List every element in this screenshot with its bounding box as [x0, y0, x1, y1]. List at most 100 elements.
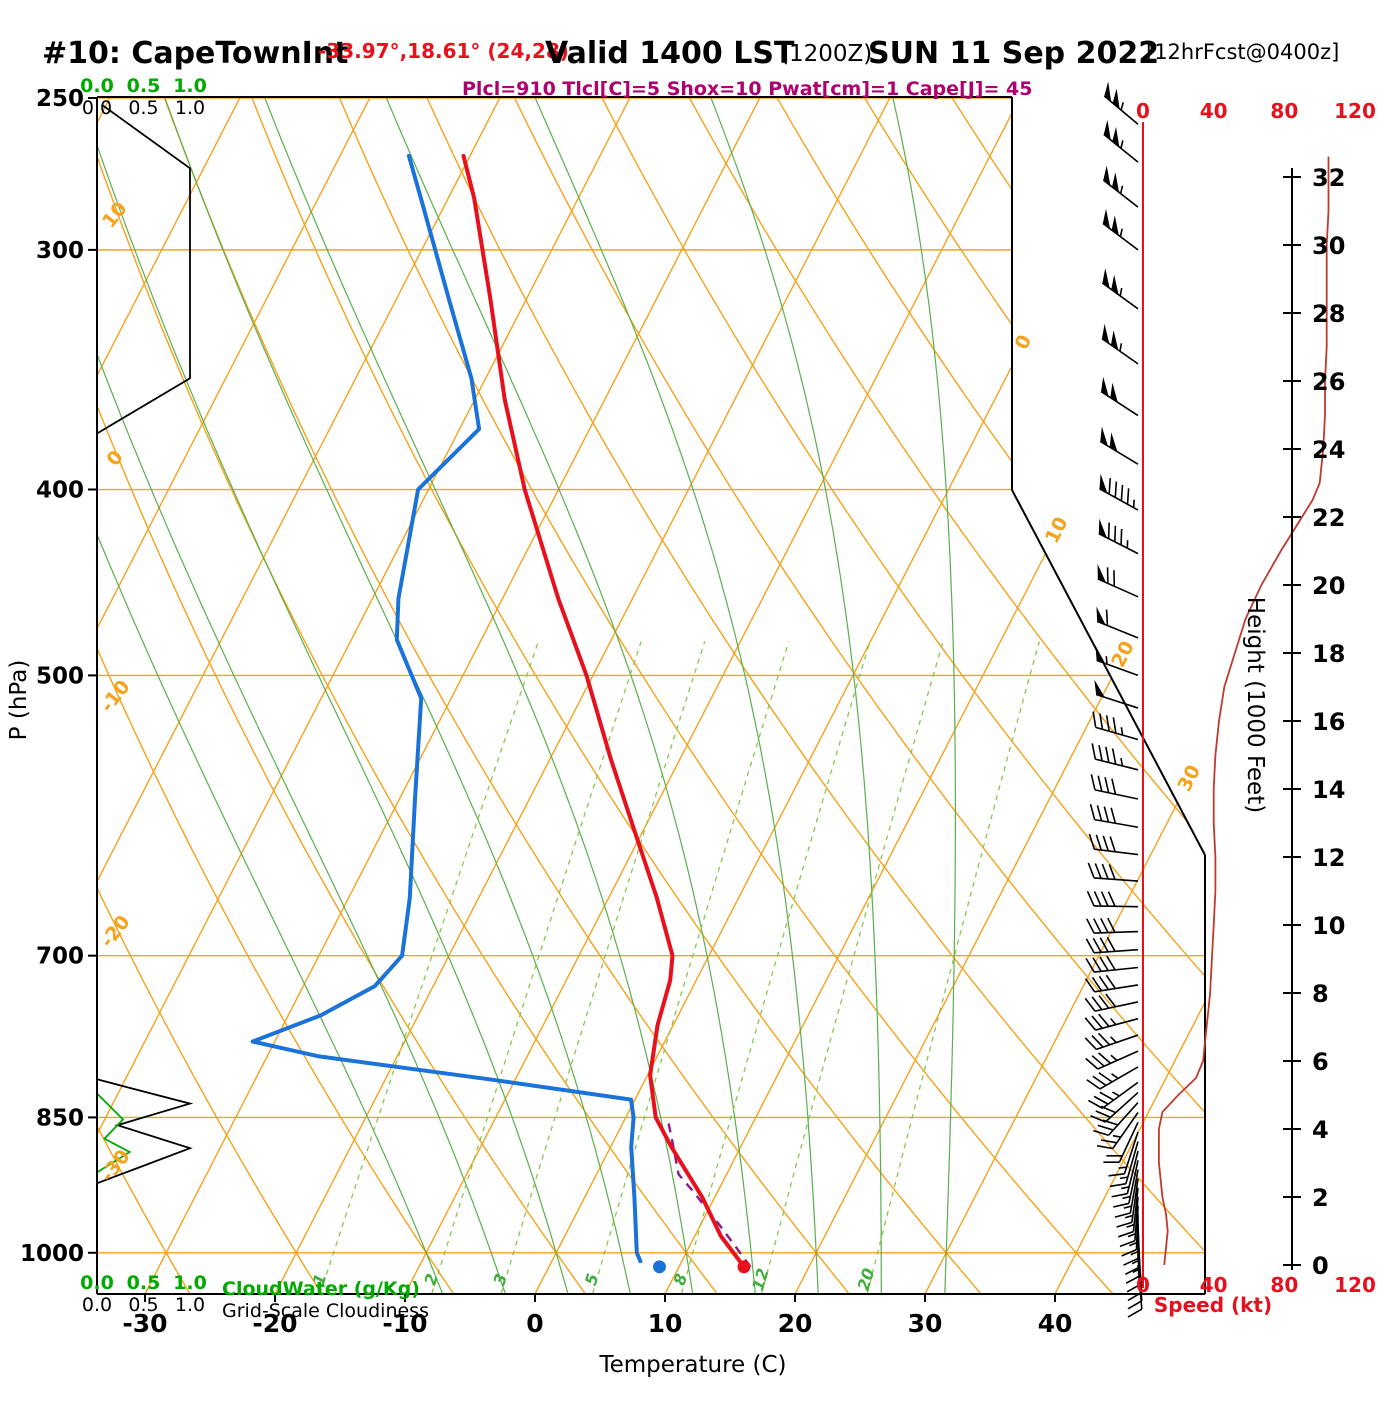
- wind-barb-half: [1120, 343, 1121, 351]
- wind-barb-staff: [1103, 223, 1138, 249]
- cloud-scale-tick-label: 1.0: [175, 1294, 205, 1316]
- surface-temperature-dot: [737, 1260, 750, 1273]
- wind-barb-full: [1093, 938, 1101, 952]
- mixing-ratio-label: 8: [670, 1271, 691, 1287]
- height-tick-label: 6: [1312, 1048, 1329, 1076]
- wind-barb-half: [1125, 1215, 1133, 1217]
- mixing-ratio-label: 5: [581, 1271, 602, 1287]
- orange-grid-layer: [0, 97, 1400, 1294]
- temperature-tick-label: -30: [122, 1309, 167, 1338]
- dry-adiabat-line: [602, 98, 1400, 1293]
- wind-barb-full: [1099, 1014, 1109, 1026]
- speed-tick-label: 120: [1334, 99, 1376, 123]
- wind-barb-half: [1121, 1187, 1129, 1189]
- valid-time: Valid 1400 LST: [545, 36, 795, 71]
- wind-barb-pennant: [1111, 275, 1118, 295]
- stability-indices: Plcl=910 Tlcl[C]=5 Shox=10 Pwat[cm]=1 Ca…: [462, 78, 1032, 100]
- wind-barb-half: [1123, 1197, 1131, 1199]
- wind-barb-full: [1089, 834, 1094, 849]
- wind-barb-full: [1113, 717, 1116, 733]
- wind-barb-half: [1111, 1037, 1117, 1043]
- temperature-tick-label: 0: [526, 1309, 543, 1338]
- wind-barb-full: [1115, 526, 1116, 542]
- wind-barb-full: [1107, 956, 1115, 970]
- pressure-tick-label: 700: [36, 944, 84, 970]
- height-tick-label: 22: [1312, 504, 1345, 532]
- wind-barb-full: [1099, 1073, 1112, 1082]
- wind-barb-full: [1085, 1018, 1095, 1030]
- isotherm-label: 10: [1041, 513, 1073, 547]
- temperature-tick-label: 10: [648, 1309, 683, 1338]
- wind-barb-full: [1096, 1111, 1111, 1117]
- wind-barb-full: [1087, 1080, 1100, 1089]
- wind-barb-full: [1109, 523, 1110, 539]
- wind-barb-full: [1085, 998, 1095, 1011]
- pressure-tick-label: 300: [36, 238, 84, 264]
- forecast-tag: [12hrFcst@0400z]: [1146, 40, 1339, 64]
- temperature-tick-label: 40: [1038, 1309, 1073, 1338]
- wind-barb-half: [1134, 500, 1135, 508]
- cloud-scale-tick-label: 0.0: [80, 1272, 114, 1294]
- wind-barb-pennant: [1111, 330, 1118, 350]
- wind-barb-full: [1099, 976, 1108, 989]
- mixing-ratio-line: [501, 641, 705, 1293]
- wind-barb-full: [1088, 863, 1094, 878]
- wind-barb-full: [1088, 1100, 1102, 1108]
- wind-barb-staff: [1097, 621, 1138, 637]
- wind-barb-half: [1120, 1177, 1128, 1178]
- wind-barb-full: [1101, 892, 1108, 907]
- wind-barb-full: [1115, 482, 1116, 498]
- station-coords: -33.97°,18.61° (24,28): [318, 39, 569, 63]
- wind-barb-full: [1101, 1140, 1117, 1143]
- wind-barb-full: [1121, 529, 1122, 545]
- wind-barb-full: [1100, 1092, 1114, 1100]
- cloud-scale-tick-label: 1.0: [173, 1272, 207, 1294]
- wind-barb-full: [1087, 919, 1094, 933]
- height-tick-label: 0: [1312, 1252, 1329, 1280]
- dry-adiabat-label: 0: [102, 446, 127, 470]
- wind-barb-full: [1128, 488, 1129, 504]
- dry-adiabat-line: [952, 98, 1400, 1293]
- wind-barb-pennant: [1104, 120, 1111, 140]
- wind-barb-pennant: [1103, 209, 1110, 229]
- wind-barb-half: [1120, 288, 1122, 296]
- wind-barb-half: [1111, 1055, 1117, 1060]
- isotherm-label: 30: [1174, 761, 1206, 795]
- wind-barb-full: [1094, 919, 1101, 933]
- cloud-scale-tick-label: 0.5: [127, 1272, 161, 1294]
- cloudiness-label: Grid-Scale Cloudiness: [222, 1300, 429, 1322]
- wind-barb-full: [1102, 864, 1108, 879]
- temperature-tick-label: 30: [908, 1309, 943, 1338]
- wind-barb-full: [1091, 1116, 1106, 1122]
- wind-barb-full: [1109, 478, 1110, 494]
- wind-barb-full: [1094, 1096, 1108, 1104]
- wind-barb-full: [1109, 1174, 1125, 1176]
- isotherm-label: 0: [1011, 331, 1037, 353]
- wind-barb-full: [1106, 747, 1109, 763]
- height-tick-label: 8: [1312, 980, 1329, 1008]
- mixing-ratio-line: [867, 641, 1039, 1293]
- height-tick-label: 24: [1312, 436, 1345, 464]
- height-tick-label: 30: [1312, 232, 1345, 260]
- cloud-scale-tick-label: 0.5: [127, 75, 161, 97]
- wind-barb-full: [1093, 1076, 1106, 1085]
- wind-barb-full: [1097, 805, 1101, 820]
- wind-barb-full: [1107, 610, 1108, 626]
- dry-adiabat-line: [77, 98, 717, 1293]
- dry-adiabat-label: -10: [96, 676, 134, 717]
- wind-barb-staff: [1099, 534, 1138, 554]
- wind-barbs-layer: [1085, 81, 1142, 1317]
- wind-barb-full: [1094, 891, 1101, 906]
- dry-adiabat-line: [165, 98, 849, 1293]
- wind-barb-full: [1110, 837, 1115, 852]
- moist-adiabat-line: [891, 91, 955, 1295]
- cloudwater-label: CloudWater (g/Kg): [222, 1278, 420, 1300]
- speed-tick-label: 40: [1200, 99, 1228, 123]
- wind-barb-full: [1112, 1194, 1128, 1197]
- wind-barb-half: [1112, 1092, 1119, 1096]
- pressure-tick-label: 250: [36, 86, 84, 112]
- wind-barb-half: [1111, 1019, 1116, 1025]
- speed-tick-label: 0: [1136, 99, 1150, 123]
